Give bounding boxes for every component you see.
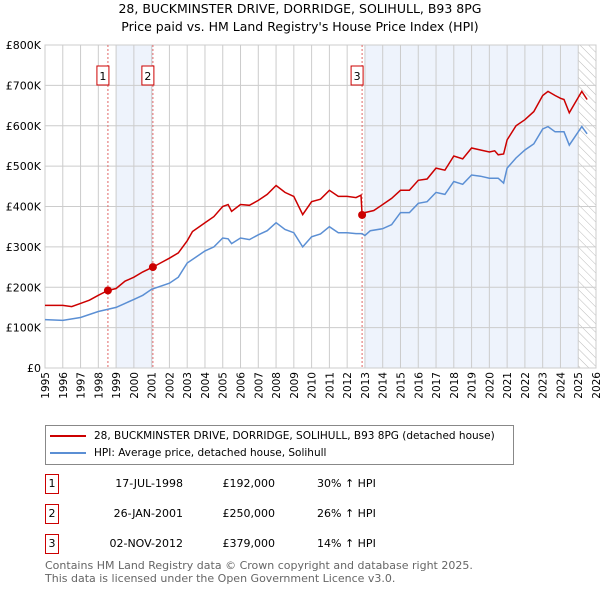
x-tick-label: 1998 [93,372,105,399]
sale-label-box [141,65,155,86]
x-tick-label: 2026 [591,372,600,399]
x-tick-label: 2020 [484,372,496,399]
legend-item-property: 28, BUCKMINSTER DRIVE, DORRIDGE, SOLIHUL… [50,429,495,443]
sale-date: 02-NOV-2012 [109,537,183,550]
sale-price: £192,000 [222,477,276,490]
legend: 28, BUCKMINSTER DRIVE, DORRIDGE, SOLIHUL… [45,425,514,465]
sale-row: 3 02-NOV-2012 £379,000 14% ↑ HPI [45,534,445,554]
footer-line-1: Contains HM Land Registry data © Crown c… [45,559,473,572]
sale-row: 2 26-JAN-2001 £250,000 26% ↑ HPI [45,504,445,524]
x-tick-label: 2011 [324,372,336,399]
x-tick-label: 2004 [200,372,212,399]
x-tick-label: 2015 [395,372,407,399]
x-tick-label: 2000 [129,372,141,399]
x-tick-label: 2001 [147,372,159,399]
plot-border [44,44,597,369]
x-tick-label: 2013 [360,372,372,399]
x-tick-label: 2006 [236,372,248,399]
x-tick-label: 2009 [289,372,301,399]
sale-row: 1 17-JUL-1998 £192,000 30% ↑ HPI [45,474,445,494]
x-tick-label: 1997 [76,372,88,399]
sale-label-box [350,65,364,86]
x-tick-label: 2012 [342,372,354,399]
x-tick-label: 2022 [520,372,532,399]
sale-price: £250,000 [222,507,276,520]
sale-hpi-diff: 30% ↑ HPI [317,477,376,490]
y-tick-label: £200K [6,281,42,294]
x-tick-label: 2003 [182,372,194,399]
y-tick-label: £400K [6,201,42,214]
x-tick-label: 2024 [555,372,567,399]
x-tick-label: 2021 [502,372,514,399]
footer-line-2: This data is licensed under the Open Gov… [45,572,396,585]
x-tick-label: 2005 [218,372,230,399]
y-tick-label: £300K [6,241,42,254]
legend-label: 28, BUCKMINSTER DRIVE, DORRIDGE, SOLIHUL… [94,430,495,442]
chart-title: 28, BUCKMINSTER DRIVE, DORRIDGE, SOLIHUL… [118,1,482,16]
x-tick-label: 1999 [111,372,123,399]
x-tick-label: 2014 [378,372,390,399]
x-tick-label: 2002 [164,372,176,399]
y-tick-label: £0 [27,362,41,375]
x-tick-label: 2008 [271,372,283,399]
x-tick-label: 2016 [413,372,425,399]
y-tick-label: £600K [6,120,42,133]
x-tick-label: 2007 [253,372,265,399]
y-tick-label: £100K [6,322,42,335]
sale-label: 1 [99,70,106,83]
sale-hpi-diff: 14% ↑ HPI [317,537,376,550]
sale-hpi-diff: 26% ↑ HPI [317,507,376,520]
sale-price: £379,000 [222,537,276,550]
legend-swatch [50,435,86,437]
sale-label-box [96,65,110,86]
sale-date: 26-JAN-2001 [113,507,183,520]
x-tick-label: 2018 [449,372,461,399]
legend-item-hpi: HPI: Average price, detached house, Soli… [50,446,326,460]
x-tick-label: 2017 [431,372,443,399]
legend-swatch [50,452,86,454]
x-tick-label: 2025 [573,372,585,399]
sale-point [358,210,367,219]
sale-badge: 1 [45,474,59,494]
sale-point [103,286,112,295]
chart-subtitle: Price paid vs. HM Land Registry's House … [121,19,479,34]
y-tick-label: £500K [6,160,42,173]
y-tick-label: £700K [6,79,42,92]
sale-date: 17-JUL-1998 [115,477,183,490]
sale-label: 2 [144,70,151,83]
plot-area: 1995 1996 1997 1998 1999 2000 2001 2002 2003 2004… [6,39,600,399]
y-tick-label: £800K [6,39,42,52]
x-tick-label: 1995 [40,372,52,399]
x-tick-label: 1996 [58,372,70,399]
x-tick-label: 2019 [467,372,479,399]
sale-label: 3 [354,70,361,83]
x-tick-label: 2010 [307,372,319,399]
sale-badge: 3 [45,534,59,554]
legend-label: HPI: Average price, detached house, Soli… [94,447,327,459]
sale-point [148,263,157,272]
x-tick-label: 2023 [538,372,550,399]
sale-badge: 2 [45,504,59,524]
